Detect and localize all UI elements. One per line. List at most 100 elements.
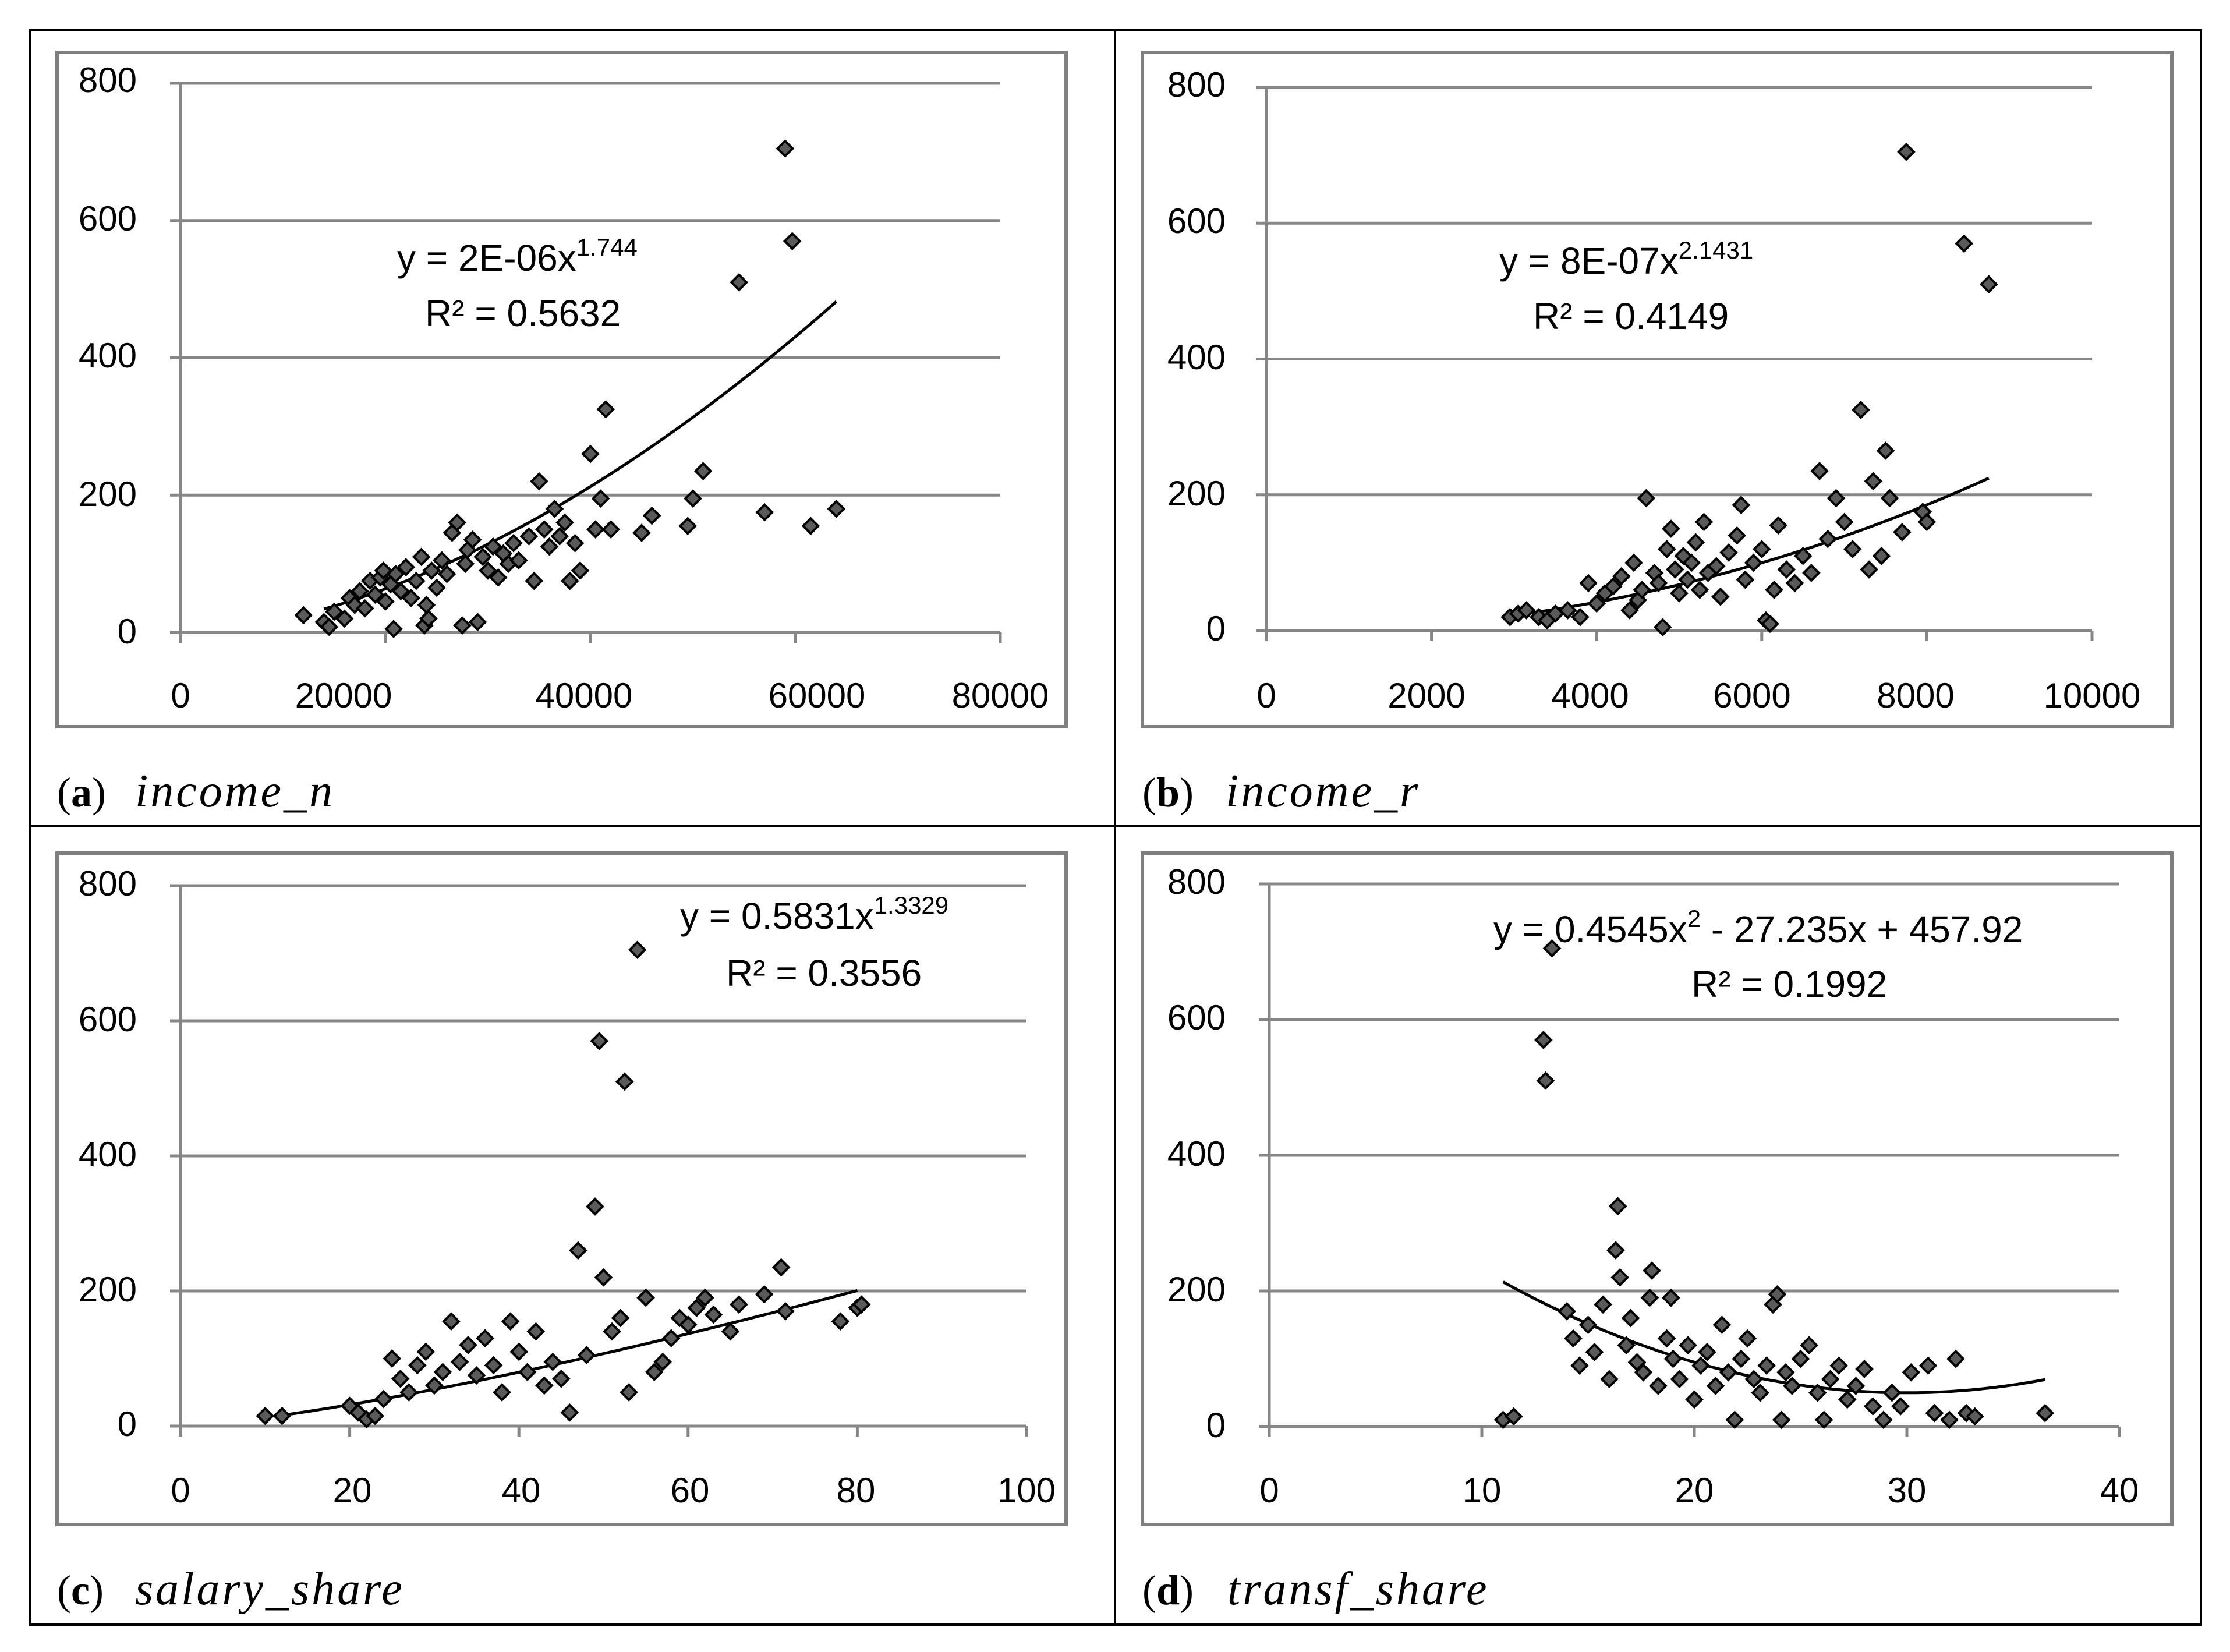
data-point xyxy=(1940,1410,1959,1430)
data-point xyxy=(1800,1336,1818,1355)
data-point xyxy=(272,1406,292,1425)
data-point xyxy=(450,1352,469,1371)
data-point xyxy=(1657,540,1676,558)
data-point xyxy=(391,1369,410,1388)
data-point xyxy=(1965,1407,1984,1426)
y-tick-label: 600 xyxy=(79,199,137,238)
data-point xyxy=(391,582,410,601)
x-tick-label: 30 xyxy=(1888,1471,1927,1510)
plot-area-c xyxy=(170,884,1028,1437)
data-point xyxy=(594,1268,613,1287)
data-point xyxy=(463,530,482,549)
data-point xyxy=(1738,1329,1757,1348)
r-squared-c: R² = 0.3556 xyxy=(726,952,922,994)
data-point xyxy=(636,1288,655,1307)
data-point xyxy=(1707,557,1726,576)
data-point xyxy=(509,1342,529,1361)
data-point xyxy=(696,1288,714,1307)
data-point xyxy=(678,517,698,536)
data-point xyxy=(628,940,647,960)
data-point xyxy=(755,1285,774,1304)
data-point xyxy=(1534,1031,1553,1049)
data-point xyxy=(1863,1397,1882,1416)
data-point xyxy=(1783,1377,1801,1395)
plot-area-b xyxy=(1256,86,2094,641)
data-point xyxy=(432,551,451,570)
data-point xyxy=(1768,1285,1787,1304)
data-point xyxy=(448,513,467,532)
data-point xyxy=(437,564,456,583)
data-point xyxy=(1608,1197,1627,1216)
data-point xyxy=(425,1376,444,1395)
data-point xyxy=(1955,234,1974,253)
data-point xyxy=(1558,601,1577,620)
data-point xyxy=(586,1197,604,1216)
data-point xyxy=(1843,540,1862,558)
x-tick-label: 8000 xyxy=(1877,676,1954,715)
data-point xyxy=(1570,1356,1589,1375)
y-tick-label: 200 xyxy=(1167,474,1226,513)
y-tick-label: 0 xyxy=(1206,609,1226,648)
caption-variable-b: income_r xyxy=(1226,766,1420,817)
x-tick-label: 0 xyxy=(171,676,190,715)
x-tick-labels-b: 0 2000 4000 6000 8000 10000 xyxy=(1256,676,2140,715)
y-tick-label: 200 xyxy=(79,475,137,514)
data-point xyxy=(591,489,610,508)
caption-variable-c: salary_share xyxy=(135,1563,405,1615)
data-point xyxy=(1757,1356,1776,1375)
data-point xyxy=(540,537,559,556)
data-point xyxy=(1751,1383,1769,1402)
y-tick-label: 800 xyxy=(1167,862,1226,901)
data-point xyxy=(1793,546,1813,565)
data-point xyxy=(1686,533,1705,552)
data-point xyxy=(620,1383,638,1402)
x-tick-label: 20 xyxy=(333,1471,372,1510)
data-point xyxy=(1558,1302,1576,1321)
data-point xyxy=(535,520,554,539)
data-point xyxy=(1882,1383,1902,1402)
data-point xyxy=(1876,441,1895,460)
data-point xyxy=(476,1329,494,1348)
data-point xyxy=(453,616,472,635)
data-point xyxy=(1736,570,1755,589)
data-point xyxy=(1662,1288,1680,1307)
data-point xyxy=(402,589,420,607)
data-point xyxy=(552,1369,571,1388)
data-point xyxy=(730,273,749,292)
y-tick-label: 600 xyxy=(79,1000,137,1039)
x-tick-label: 40 xyxy=(2100,1471,2139,1510)
data-point xyxy=(615,1072,634,1091)
caption-letter-a: (a) xyxy=(57,769,106,816)
data-point xyxy=(1761,614,1779,634)
data-point xyxy=(422,561,441,580)
data-point xyxy=(1897,142,1916,161)
x-tick-label: 10 xyxy=(1463,1471,1502,1510)
y-tick-label: 800 xyxy=(79,61,137,100)
data-point xyxy=(1772,1410,1791,1430)
chart-frame-a xyxy=(55,51,1068,728)
data-point xyxy=(320,617,339,636)
data-point xyxy=(776,139,795,158)
data-point xyxy=(1606,1241,1625,1260)
data-point xyxy=(1785,574,1804,593)
data-point xyxy=(560,571,579,590)
data-point xyxy=(1504,1407,1523,1426)
data-point xyxy=(581,444,600,464)
x-tick-labels-d: 0 10 20 30 40 xyxy=(1259,1471,2139,1510)
data-point xyxy=(560,1403,579,1422)
data-point xyxy=(406,571,426,590)
data-point xyxy=(1670,584,1689,603)
y-tick-label: 0 xyxy=(1206,1406,1226,1445)
y-tick-labels-d: 800 600 400 200 0 xyxy=(1167,862,1226,1445)
data-point xyxy=(1776,1363,1795,1382)
data-point xyxy=(417,596,436,614)
data-point xyxy=(2036,1403,2055,1423)
data-point xyxy=(1649,1377,1668,1395)
data-point xyxy=(661,1329,681,1348)
data-point xyxy=(653,1352,672,1371)
data-point xyxy=(1821,1370,1840,1389)
data-point xyxy=(1640,1288,1659,1307)
plot-area-d xyxy=(1259,882,2121,1437)
x-tick-label: 80 xyxy=(837,1471,876,1510)
